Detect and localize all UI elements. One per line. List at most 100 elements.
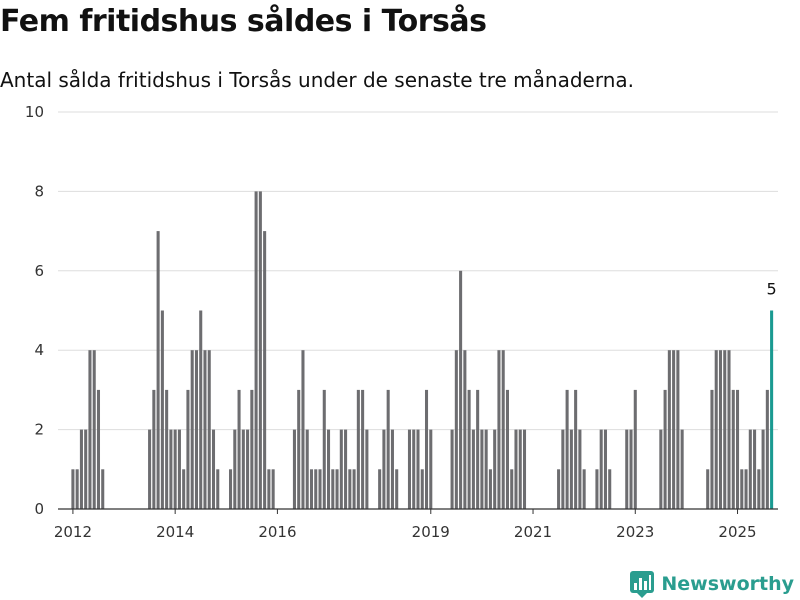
bar xyxy=(237,389,241,509)
newsworthy-brand[interactable]: Newsworthy xyxy=(629,570,794,598)
bar xyxy=(318,469,322,509)
bar xyxy=(331,469,335,509)
chart-subtitle: Antal sålda fritidshus i Torsås under de… xyxy=(0,68,635,92)
bar xyxy=(314,469,318,509)
bar xyxy=(757,469,761,509)
bar xyxy=(335,469,339,509)
x-axis xyxy=(58,508,778,514)
bar xyxy=(92,350,96,509)
bar xyxy=(672,350,676,509)
x-tick-label: 2025 xyxy=(718,523,756,541)
data-label: 5 xyxy=(767,280,777,299)
bar xyxy=(505,389,509,509)
bar xyxy=(454,350,458,509)
bar xyxy=(731,389,735,509)
newsworthy-logo-icon xyxy=(630,571,655,598)
bar xyxy=(676,350,680,509)
bar xyxy=(761,429,765,509)
x-tick-label: 2016 xyxy=(258,523,296,541)
bar xyxy=(424,389,429,509)
bar xyxy=(207,350,211,509)
bar xyxy=(258,191,262,509)
bar xyxy=(723,350,727,509)
x-tick-label: 2014 xyxy=(156,523,194,541)
y-tick-label: 0 xyxy=(34,500,44,518)
bar xyxy=(625,429,629,509)
bar xyxy=(246,429,250,509)
y-tick-label: 10 xyxy=(25,103,44,121)
bar xyxy=(467,389,471,509)
bar xyxy=(471,429,475,509)
bar xyxy=(186,389,190,509)
y-tick-label: 4 xyxy=(34,341,44,359)
bar xyxy=(250,389,254,509)
bar xyxy=(608,469,612,509)
bar xyxy=(518,429,522,509)
bar xyxy=(476,389,480,509)
bar xyxy=(177,429,181,509)
bar xyxy=(718,350,723,509)
bar xyxy=(595,469,599,509)
x-tick-label: 2021 xyxy=(514,523,552,541)
bar xyxy=(740,469,744,509)
bar xyxy=(263,231,267,509)
bar-chart: 0 2 4 6 8 10 2012 2014 2016 2019 2021 2023 2025 5 xyxy=(25,103,778,541)
bar xyxy=(561,429,565,509)
bar xyxy=(748,429,752,509)
bar xyxy=(578,429,582,509)
bar xyxy=(450,429,454,509)
bar xyxy=(344,429,348,509)
bar xyxy=(378,469,382,509)
bar xyxy=(292,429,296,509)
bar xyxy=(501,350,505,509)
bar xyxy=(727,350,731,509)
bar xyxy=(327,429,331,509)
bar xyxy=(271,469,275,509)
bar xyxy=(714,350,718,509)
bar xyxy=(480,429,484,509)
bar xyxy=(156,231,160,509)
bar xyxy=(216,469,220,509)
bar xyxy=(203,350,207,509)
bar xyxy=(194,350,198,509)
bar xyxy=(382,429,386,509)
bar xyxy=(365,429,369,509)
y-tick-label: 6 xyxy=(34,262,44,280)
bar xyxy=(229,469,233,509)
bar xyxy=(629,429,633,509)
bar xyxy=(557,469,561,509)
bar xyxy=(390,429,394,509)
bar xyxy=(574,389,578,509)
bar xyxy=(322,389,326,509)
bar xyxy=(735,389,740,509)
bar xyxy=(339,429,343,509)
bar xyxy=(305,429,309,509)
bar xyxy=(211,429,216,509)
bar xyxy=(148,429,152,509)
highlight-bar xyxy=(770,310,774,509)
bar xyxy=(233,429,237,509)
bar xyxy=(493,429,497,509)
bar xyxy=(514,429,518,509)
bar xyxy=(565,389,569,509)
bar xyxy=(706,469,710,509)
bar xyxy=(765,389,769,509)
bar xyxy=(488,469,492,509)
bars xyxy=(71,191,774,509)
bar xyxy=(96,389,101,509)
bar xyxy=(160,310,164,509)
bar xyxy=(71,469,75,509)
brand-name: Newsworthy xyxy=(661,573,794,595)
bar xyxy=(744,469,748,509)
bar xyxy=(633,389,637,509)
bar xyxy=(199,310,203,509)
bar xyxy=(412,429,416,509)
bar xyxy=(84,429,88,509)
bar xyxy=(267,469,271,509)
bar xyxy=(599,429,603,509)
bar xyxy=(416,429,420,509)
bar xyxy=(510,469,514,509)
bar xyxy=(667,350,671,509)
chart-title: Fem fritidshus såldes i Torsås xyxy=(0,4,487,39)
x-tick-label: 2019 xyxy=(412,523,450,541)
